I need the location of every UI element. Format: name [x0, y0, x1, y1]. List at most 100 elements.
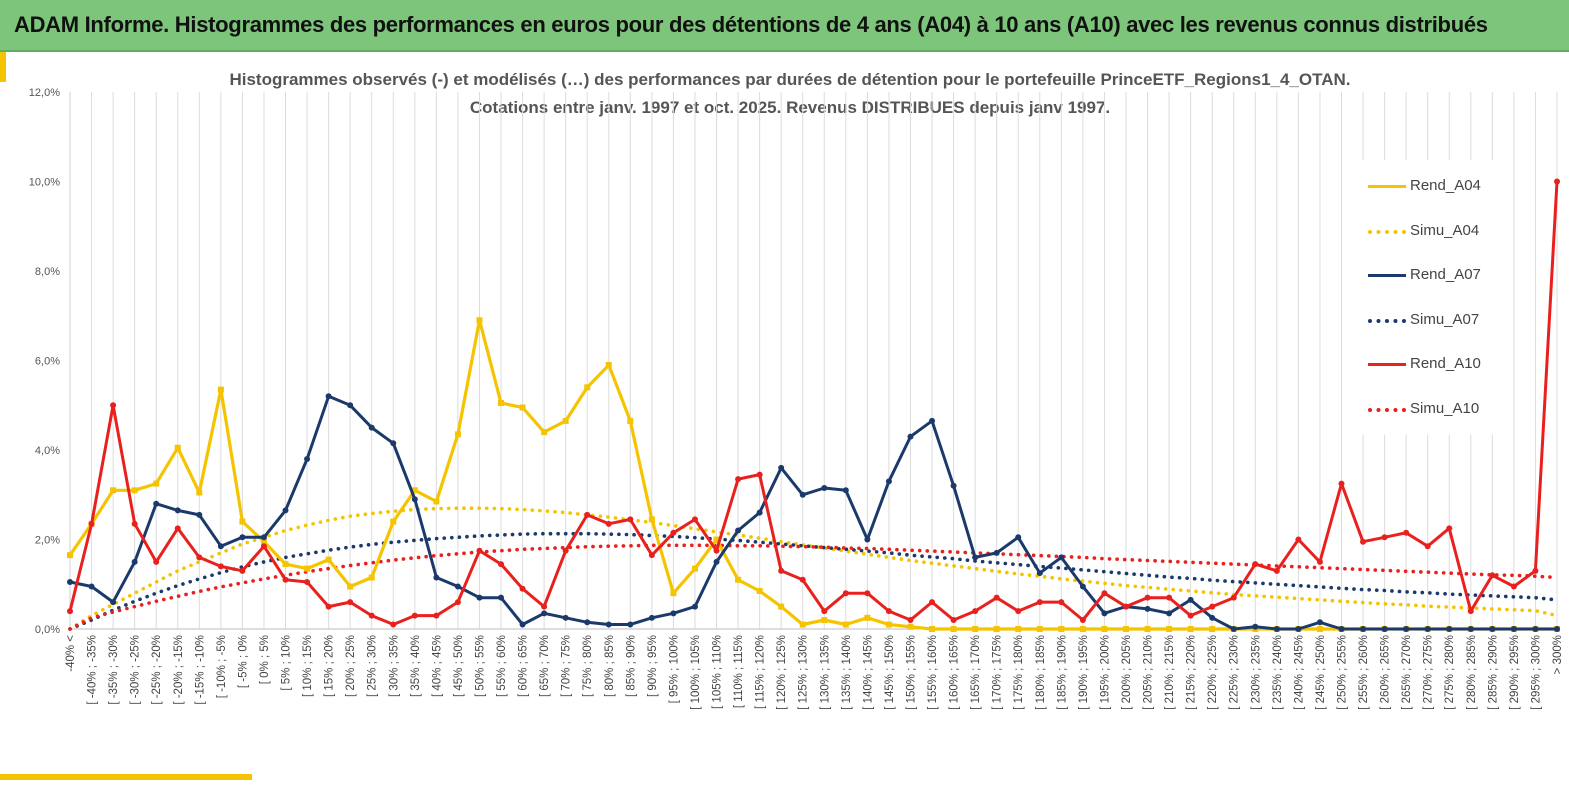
data-point-rend-a10: [282, 576, 289, 583]
data-point-rend-a04: [411, 487, 418, 494]
data-point-rend-a07: [411, 496, 418, 503]
data-point-rend-a07: [1058, 554, 1065, 561]
data-point-rend-a04: [519, 404, 526, 411]
legend-item-simu-a04: Simu_A04: [1352, 219, 1498, 243]
data-point-rend-a10: [541, 603, 548, 610]
data-point-rend-a07: [1166, 610, 1173, 617]
legend-swatch: [1368, 363, 1406, 366]
data-point-rend-a07: [1295, 626, 1302, 632]
x-tick-label: [ 115% ; 120%: [755, 635, 767, 709]
data-point-rend-a10: [174, 525, 181, 532]
data-point-rend-a10: [260, 543, 267, 550]
data-point-rend-a04: [972, 626, 979, 632]
data-point-rend-a07: [541, 610, 548, 617]
x-tick-label: [ 225% ; 230%: [1229, 635, 1241, 710]
data-point-rend-a04: [670, 590, 677, 597]
x-tick-label: [ 75% ; 80%: [582, 635, 594, 697]
x-tick-label: [ 285% ; 290%: [1487, 635, 1499, 710]
data-point-rend-a10: [756, 471, 763, 478]
y-tick-label: 12,0%: [29, 87, 60, 99]
data-point-rend-a10: [648, 552, 655, 559]
data-point-rend-a10: [1424, 543, 1431, 550]
data-point-rend-a04: [907, 623, 914, 630]
data-point-rend-a10: [1510, 583, 1517, 590]
data-point-rend-a07: [821, 485, 828, 492]
data-point-rend-a07: [1338, 626, 1345, 632]
x-tick-label: [ 240% ; 245%: [1293, 635, 1305, 710]
data-point-rend-a04: [627, 417, 634, 424]
data-point-rend-a04: [1015, 626, 1022, 632]
x-tick-label: [ 5% ; 10%: [281, 635, 293, 691]
data-point-rend-a10: [735, 476, 742, 483]
x-tick-label: [ 280% ; 285%: [1466, 635, 1478, 710]
x-tick-label: [ 0% ; 5%: [259, 635, 271, 684]
data-point-rend-a04: [260, 538, 267, 545]
data-point-rend-a04: [498, 400, 505, 407]
data-point-rend-a07: [993, 549, 1000, 556]
x-tick-label: [ 65% ; 70%: [539, 635, 551, 697]
x-tick-label: [ 270% ; 275%: [1423, 635, 1435, 710]
y-tick-label: 6,0%: [35, 356, 60, 368]
x-tick-label: [ 95% ; 100%: [668, 635, 680, 703]
data-point-rend-a07: [907, 433, 914, 440]
x-tick-label: [ -10% ; -5%: [216, 635, 228, 698]
x-tick-label: [ -40% ; -35%: [87, 635, 99, 705]
x-tick-label: [ 60% ; 65%: [518, 635, 530, 697]
legend-label: Rend_A04: [1410, 177, 1481, 194]
legend-swatch: [1368, 318, 1406, 323]
y-tick-label: 8,0%: [35, 266, 60, 278]
data-point-rend-a07: [1209, 614, 1216, 621]
data-point-rend-a04: [1036, 626, 1043, 632]
data-point-rend-a10: [325, 603, 332, 610]
x-tick-label: [ 170% ; 175%: [992, 635, 1004, 710]
x-tick-label: -40% <: [65, 635, 77, 672]
data-point-rend-a07: [1360, 626, 1367, 632]
x-tick-label: [ 205% ; 210%: [1143, 635, 1155, 710]
data-point-rend-a07: [1316, 619, 1323, 626]
data-point-rend-a07: [1230, 626, 1237, 632]
data-point-rend-a04: [1079, 626, 1086, 632]
data-point-rend-a10: [1015, 608, 1022, 615]
data-point-rend-a04: [239, 518, 246, 525]
data-point-rend-a04: [950, 626, 957, 632]
data-point-rend-a10: [1381, 534, 1388, 541]
accent-bar-left: [0, 52, 6, 82]
data-point-rend-a10: [1403, 529, 1410, 536]
legend-item-rend-a07: Rend_A07: [1352, 263, 1498, 287]
data-point-rend-a10: [1122, 603, 1129, 610]
data-point-rend-a04: [993, 626, 1000, 632]
data-point-rend-a07: [1510, 626, 1517, 632]
data-point-rend-a04: [1187, 626, 1194, 632]
data-point-rend-a04: [713, 536, 720, 543]
data-point-rend-a04: [1058, 626, 1065, 632]
data-point-rend-a07: [1424, 626, 1431, 632]
data-point-rend-a10: [1338, 480, 1345, 487]
data-point-rend-a04: [304, 565, 311, 572]
data-point-rend-a04: [584, 384, 591, 391]
accent-bar-bottom: [0, 774, 252, 780]
legend-item-simu-a10: Simu_A10: [1352, 397, 1498, 421]
chart-legend: Rend_A04 Simu_A04 Rend_A07 Simu_A07 Rend_A10…: [1352, 160, 1498, 435]
data-point-rend-a04: [282, 561, 289, 568]
legend-swatch: [1368, 229, 1406, 234]
data-point-rend-a04: [217, 386, 224, 393]
data-point-rend-a07: [1489, 626, 1496, 632]
data-point-rend-a07: [1467, 626, 1474, 632]
data-point-rend-a07: [972, 554, 979, 561]
data-point-rend-a04: [325, 556, 332, 563]
legend-item-rend-a04: Rend_A04: [1352, 174, 1498, 198]
legend-swatch: [1368, 274, 1406, 277]
x-tick-label: [ 15% ; 20%: [324, 635, 336, 697]
legend-label: Rend_A10: [1410, 355, 1481, 372]
data-point-rend-a07: [217, 543, 224, 550]
legend-label: Rend_A07: [1410, 266, 1481, 283]
data-point-rend-a07: [1101, 610, 1108, 617]
x-tick-label: [ -35% ; -30%: [108, 635, 120, 705]
data-point-rend-a10: [153, 558, 160, 565]
data-point-rend-a04: [648, 516, 655, 523]
data-point-rend-a10: [67, 608, 73, 615]
chart-title-line1: Histogrammes observés (-) et modélisés (…: [229, 70, 1351, 89]
data-point-rend-a07: [454, 583, 461, 590]
data-point-rend-a10: [217, 563, 224, 570]
data-point-rend-a10: [1316, 558, 1323, 565]
